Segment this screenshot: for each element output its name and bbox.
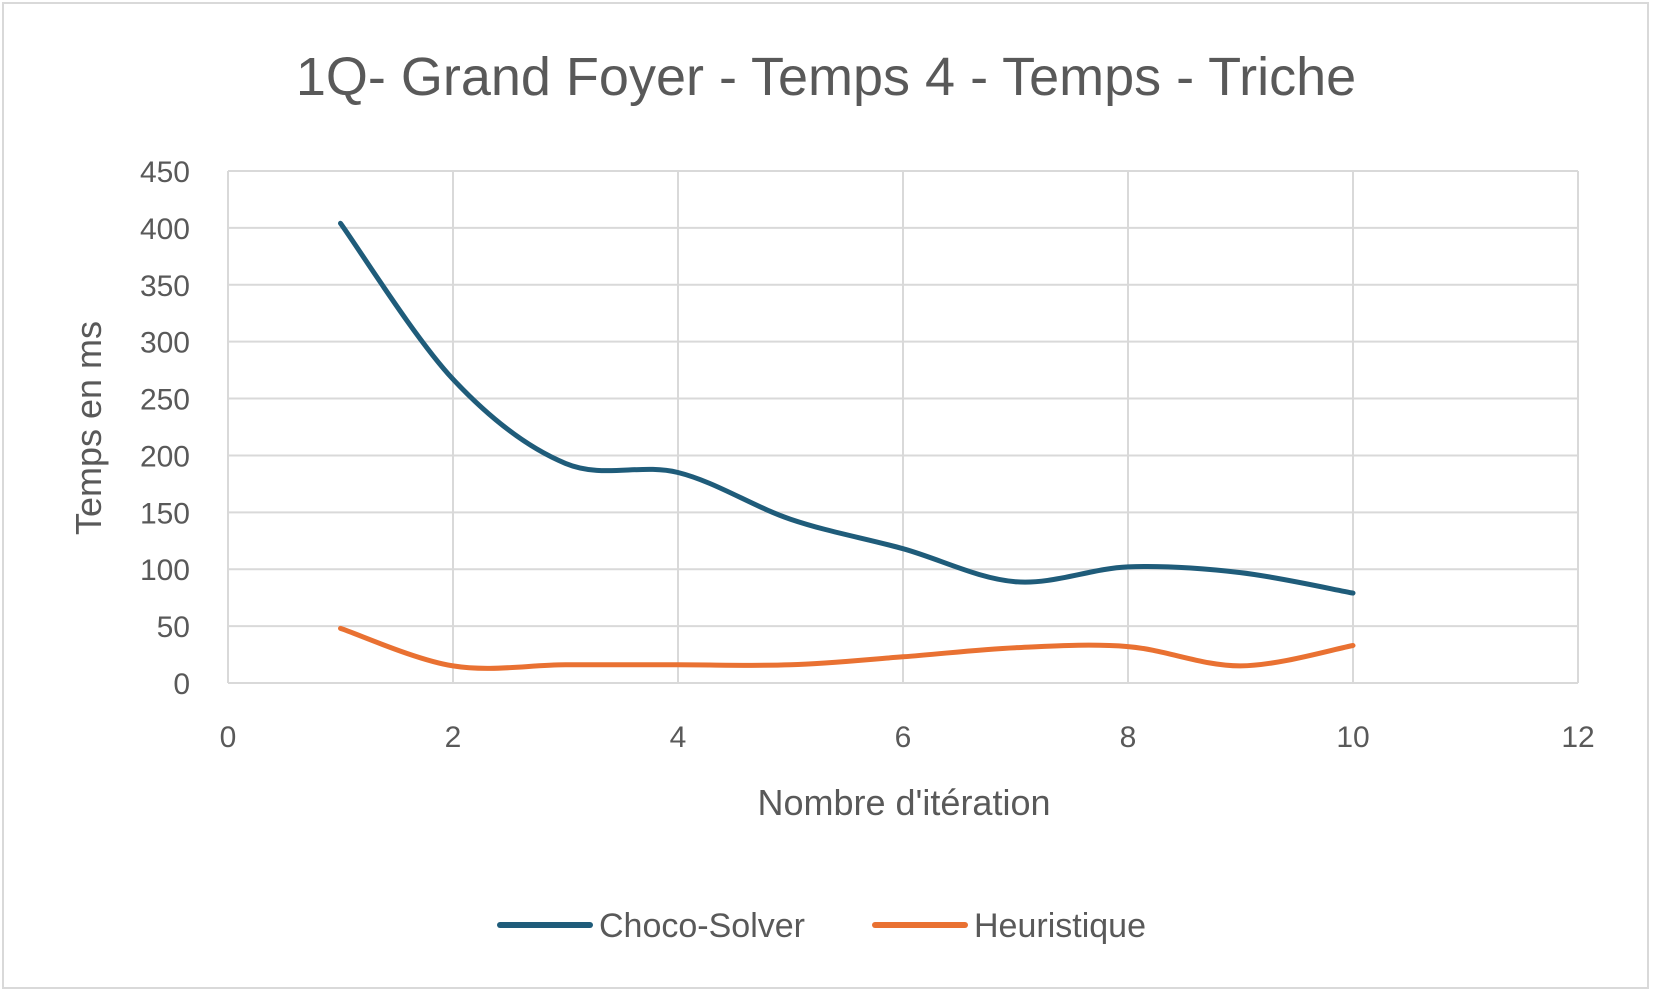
y-tick-label: 150: [140, 497, 190, 530]
data-point-heuristique: [1127, 646, 1129, 648]
legend: Choco-Solver Heuristique: [497, 907, 1146, 945]
x-tick-label: 10: [1336, 721, 1369, 754]
data-point-heuristique: [790, 664, 791, 666]
y-tick-label: 400: [140, 213, 190, 246]
y-axis-ticks: 0 50 100 150 200 250 300 350 400 450: [140, 156, 190, 701]
data-point-choco-solver: [677, 472, 679, 474]
x-tick-label: 12: [1561, 721, 1594, 754]
series-lines: [338, 220, 1356, 671]
y-tick-label: 50: [157, 611, 190, 644]
x-tick-label: 0: [220, 721, 237, 754]
chart-title: 1Q- Grand Foyer - Temps 4 - Temps - Tric…: [296, 47, 1356, 107]
data-point-choco-solver: [452, 378, 454, 380]
data-point-choco-solver: [790, 518, 791, 520]
y-tick-label: 100: [140, 554, 190, 587]
x-axis-title: Nombre d'itération: [757, 782, 1050, 823]
plot-grid: [227, 170, 1579, 684]
data-point-heuristique: [1240, 665, 1241, 667]
data-point-heuristique: [340, 627, 341, 629]
x-axis-ticks: 0 2 4 6 8 10 12: [220, 721, 1595, 754]
data-point-choco-solver: [565, 462, 566, 464]
y-tick-label: 0: [173, 668, 190, 701]
x-tick-label: 8: [1120, 721, 1137, 754]
y-axis-title: Temps en ms: [68, 321, 109, 535]
data-point-choco-solver: [1352, 592, 1354, 594]
legend-label-heuristique: Heuristique: [974, 907, 1146, 945]
data-point-choco-solver: [1127, 566, 1129, 568]
y-tick-label: 450: [140, 156, 190, 189]
series-line-choco-solver: [338, 220, 1356, 596]
y-tick-label: 250: [140, 384, 190, 417]
y-tick-label: 200: [140, 440, 190, 473]
data-point-heuristique: [902, 656, 904, 658]
data-point-heuristique: [1015, 647, 1016, 649]
y-tick-label: 300: [140, 327, 190, 360]
data-point-heuristique: [452, 665, 454, 667]
x-tick-label: 2: [445, 721, 462, 754]
y-tick-label: 350: [140, 270, 190, 303]
data-point-choco-solver: [1015, 581, 1016, 583]
data-point-heuristique: [565, 664, 566, 666]
legend-label-choco-solver: Choco-Solver: [599, 907, 805, 945]
data-point-choco-solver: [1240, 572, 1241, 574]
data-point-choco-solver: [902, 548, 904, 550]
x-tick-label: 6: [895, 721, 912, 754]
data-point-heuristique: [677, 664, 679, 666]
series-line-heuristique: [338, 625, 1356, 671]
data-point-heuristique: [1352, 644, 1354, 646]
data-point-choco-solver: [340, 222, 341, 224]
x-tick-label: 4: [670, 721, 687, 754]
